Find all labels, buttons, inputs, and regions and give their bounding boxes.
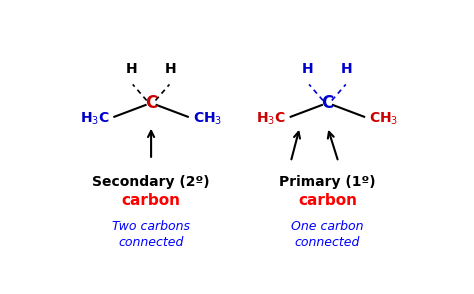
Text: connected: connected (118, 236, 184, 249)
Text: H: H (341, 62, 353, 76)
Text: H: H (165, 62, 176, 76)
Text: C: C (321, 94, 334, 112)
Text: H$_3$C: H$_3$C (256, 111, 286, 127)
Text: H$_3$C: H$_3$C (80, 111, 109, 127)
Text: carbon: carbon (298, 193, 357, 208)
Text: H: H (302, 62, 314, 76)
Text: carbon: carbon (122, 193, 181, 208)
Text: connected: connected (295, 236, 360, 249)
Text: H: H (126, 62, 137, 76)
Text: One carbon: One carbon (291, 220, 364, 233)
Text: Primary (1º): Primary (1º) (279, 176, 376, 189)
Text: CH$_3$: CH$_3$ (192, 111, 222, 127)
Text: Two carbons: Two carbons (112, 220, 190, 233)
Text: CH$_3$: CH$_3$ (369, 111, 398, 127)
Text: C: C (145, 94, 157, 112)
Text: Secondary (2º): Secondary (2º) (92, 176, 210, 189)
